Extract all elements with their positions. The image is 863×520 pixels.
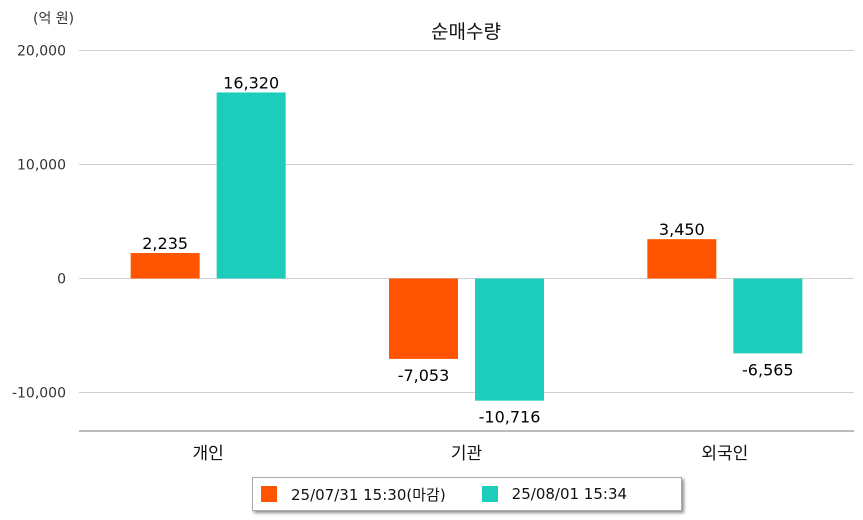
data-label: 3,450 — [659, 220, 705, 239]
data-labels: 2,235 16,320 -7,053 -10,716 3,450 -6,565 — [142, 73, 793, 426]
bar[interactable] — [475, 278, 544, 401]
legend: 25/07/31 15:30(마감) 25/08/01 15:34 — [252, 477, 682, 511]
bars — [130, 92, 803, 401]
y-tick-label: -10,000 — [12, 386, 66, 402]
data-label: 16,320 — [223, 73, 279, 92]
y-axis-ticks: 20,000 10,000 0 -10,000 — [12, 44, 66, 402]
data-label: -6,565 — [742, 360, 794, 379]
y-tick-label: 20,000 — [17, 44, 66, 60]
bar[interactable] — [130, 253, 200, 279]
data-label: -10,716 — [479, 408, 541, 427]
legend-swatch-series-2 — [481, 486, 498, 502]
legend-item-series-1[interactable]: 25/07/31 15:30(마감) — [261, 484, 446, 505]
y-tick-label: 10,000 — [17, 158, 66, 174]
category-label: 개인 — [193, 444, 224, 464]
legend-item-series-2[interactable]: 25/08/01 15:34 — [481, 485, 628, 503]
legend-swatch-series-1 — [261, 486, 277, 502]
data-label: -7,053 — [398, 366, 450, 385]
category-label: 외국인 — [701, 444, 748, 464]
chart-canvas: (억 원) 순매수량 20,000 10,000 0 -10,000 2,235 16,… — [12, 11, 854, 464]
unit-label: (억 원) — [33, 11, 74, 27]
y-tick-label: 0 — [57, 272, 66, 288]
bar[interactable] — [647, 239, 717, 279]
chart-title: 순매수량 — [431, 21, 501, 43]
category-label: 기관 — [451, 444, 482, 464]
bar[interactable] — [733, 278, 803, 354]
category-labels: 개인 기관 외국인 — [193, 444, 749, 464]
legend-label-series-2: 25/08/01 15:34 — [511, 485, 628, 503]
bar[interactable] — [216, 92, 286, 279]
data-label: 2,235 — [142, 234, 188, 253]
legend-label-series-1: 25/07/31 15:30(마감) — [291, 485, 446, 504]
gridlines — [79, 50, 854, 393]
bar[interactable] — [389, 278, 458, 359]
